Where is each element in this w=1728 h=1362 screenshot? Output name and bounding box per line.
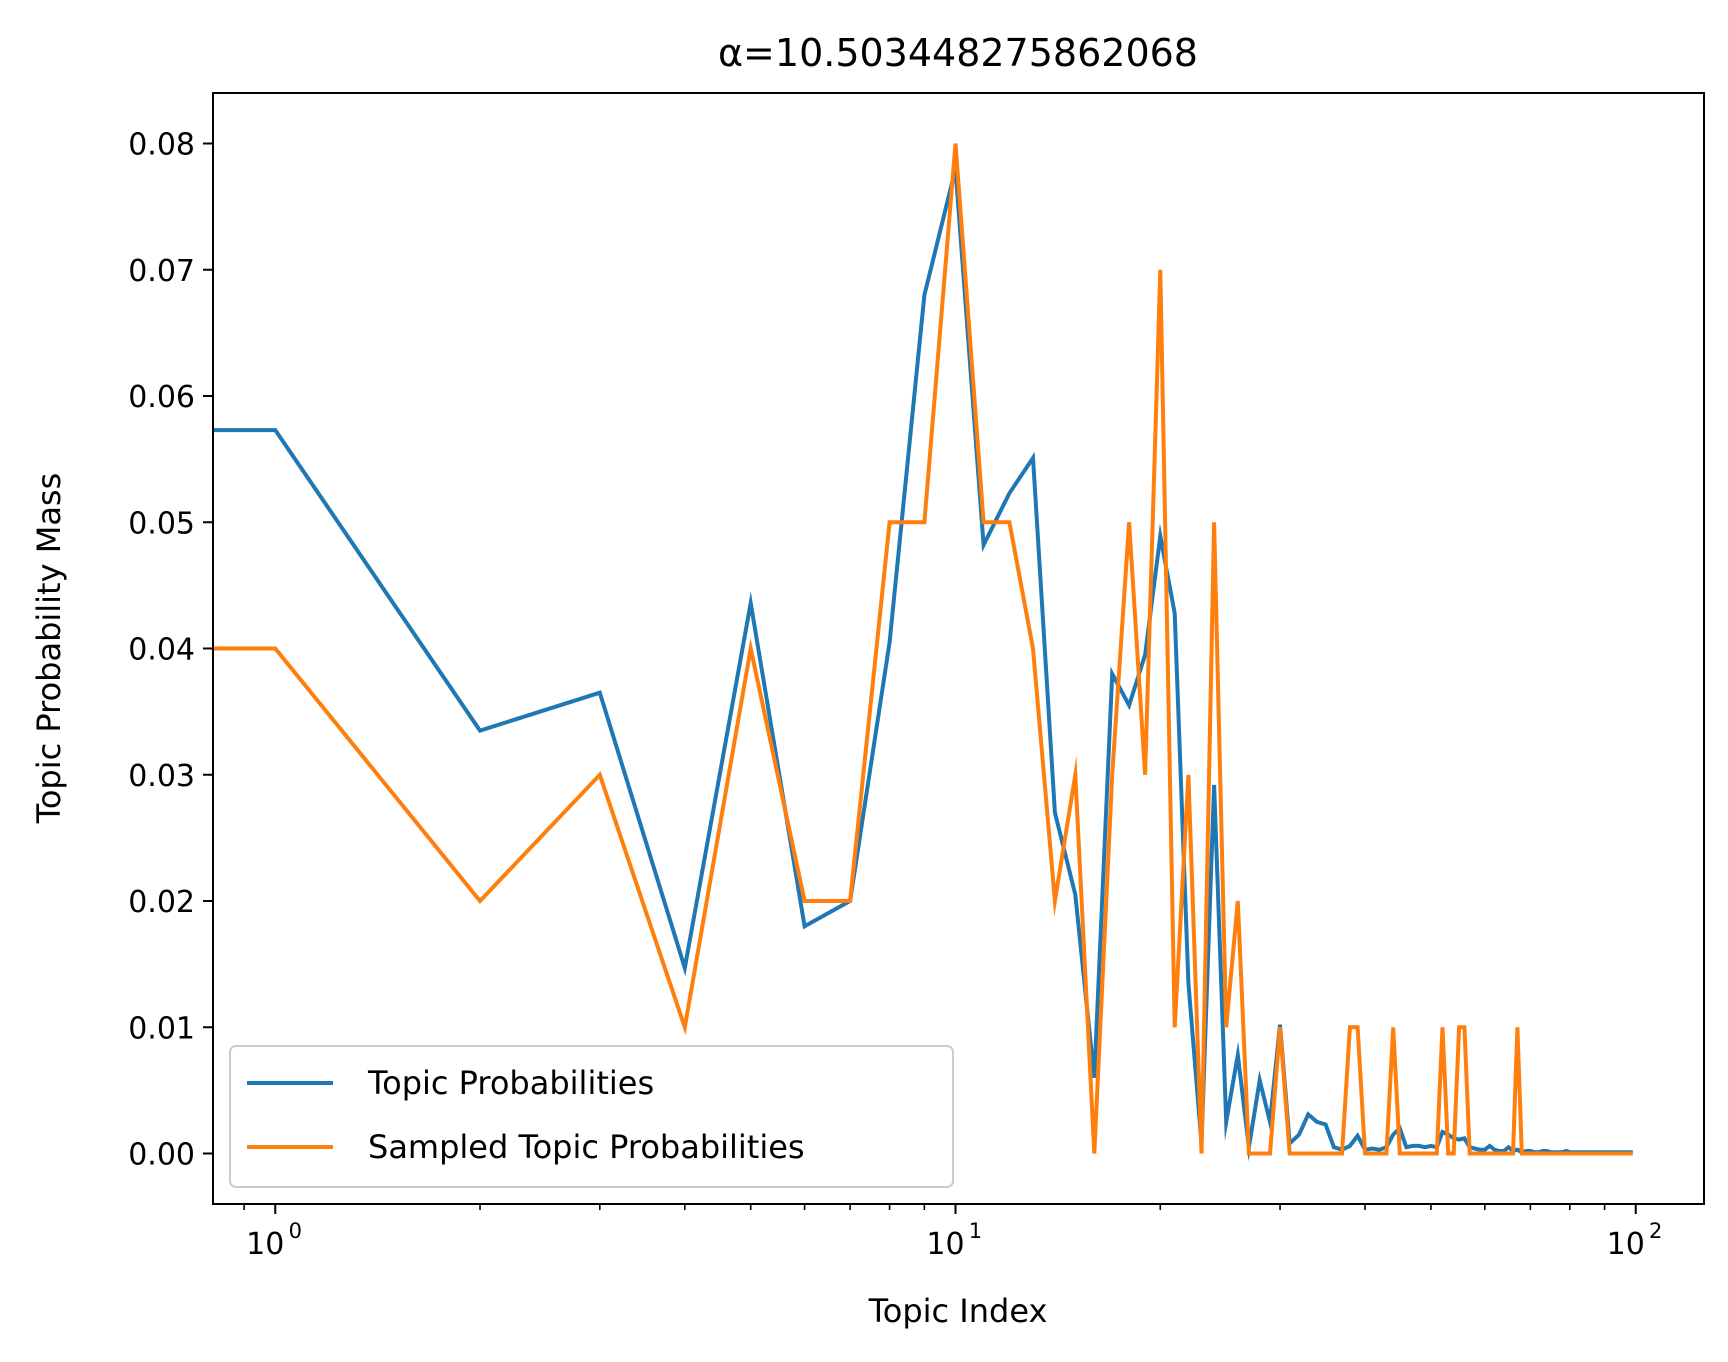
y-tick-label: 0.03 xyxy=(128,759,195,794)
legend-label-sampled-topic-probabilities: Sampled Topic Probabilities xyxy=(368,1128,805,1166)
y-tick-label: 0.01 xyxy=(128,1011,195,1046)
x-axis-label: Topic Index xyxy=(868,1292,1048,1330)
x-tick-exponent: 0 xyxy=(289,1219,302,1243)
x-tick-exponent: 2 xyxy=(1649,1219,1662,1243)
y-tick-label: 0.08 xyxy=(128,128,195,163)
y-tick-label: 0.07 xyxy=(128,254,195,289)
y-tick-label: 0.00 xyxy=(128,1138,195,1173)
y-tick-label: 0.04 xyxy=(128,633,195,668)
series-line-sampled-topic-probabilities xyxy=(213,143,1633,1156)
x-tick-label: 10 xyxy=(926,1227,964,1262)
legend: Topic Probabilities Sampled Topic Probab… xyxy=(229,1045,954,1188)
x-tick-label: 10 xyxy=(246,1227,284,1262)
legend-box xyxy=(229,1045,954,1188)
legend-label-topic-probabilities: Topic Probabilities xyxy=(367,1064,654,1102)
y-tick-label: 0.06 xyxy=(128,380,195,415)
y-axis-label: Topic Probability Mass xyxy=(30,473,68,825)
y-tick-label: 0.05 xyxy=(128,506,195,541)
x-axis: 10 0 10 1 10 2 xyxy=(243,1204,1662,1262)
y-tick-label: 0.02 xyxy=(128,885,195,920)
chart-title: α=10.503448275862068 xyxy=(718,31,1198,75)
y-axis: 0.00 0.01 0.02 0.03 0.04 0.05 0.06 0.07 0.08 xyxy=(128,128,213,1173)
x-tick-exponent: 1 xyxy=(969,1219,982,1243)
series-layer xyxy=(213,143,1633,1162)
x-tick-label: 10 xyxy=(1607,1227,1645,1262)
